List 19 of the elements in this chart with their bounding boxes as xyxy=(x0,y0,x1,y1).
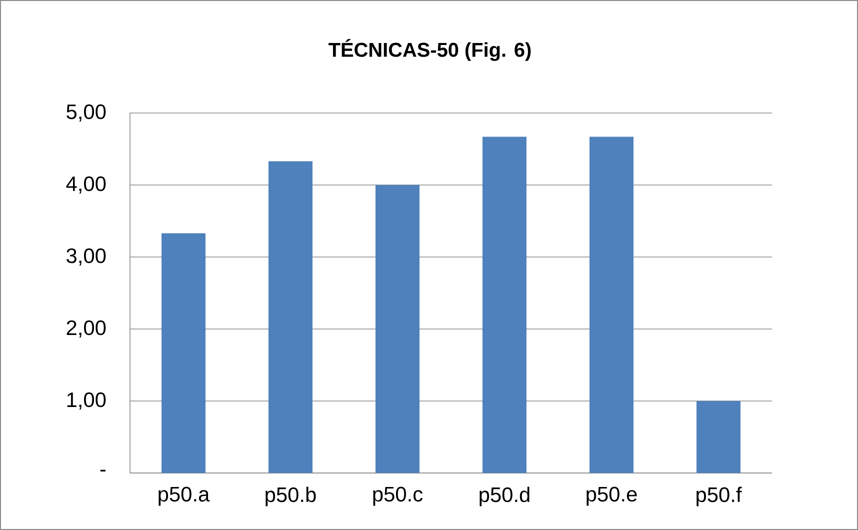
y-tick-label: 5,00 xyxy=(66,104,106,122)
bar xyxy=(482,136,527,473)
y-tick-label: 3,00 xyxy=(66,248,106,266)
x-tick-label: p50.e xyxy=(586,486,637,506)
bar xyxy=(268,161,313,473)
x-tick-label: p50.a xyxy=(158,486,210,506)
y-tick-label: - xyxy=(100,470,106,472)
x-tick-label: p50.f xyxy=(696,486,742,506)
chart-title: TÉCNICAS-50 (Fig. 6) xyxy=(328,39,531,61)
x-tick-label: p50.c xyxy=(373,486,423,506)
bar xyxy=(590,136,634,473)
y-tick-label: 4,00 xyxy=(66,176,106,194)
x-tick-label: p50.b xyxy=(266,486,316,506)
bar xyxy=(162,233,206,473)
y-tick-label: 1,00 xyxy=(67,392,106,410)
bar xyxy=(696,401,741,473)
y-tick-label: 2,00 xyxy=(66,320,106,338)
x-tick-label: p50.d xyxy=(480,486,530,506)
bar xyxy=(376,185,420,473)
